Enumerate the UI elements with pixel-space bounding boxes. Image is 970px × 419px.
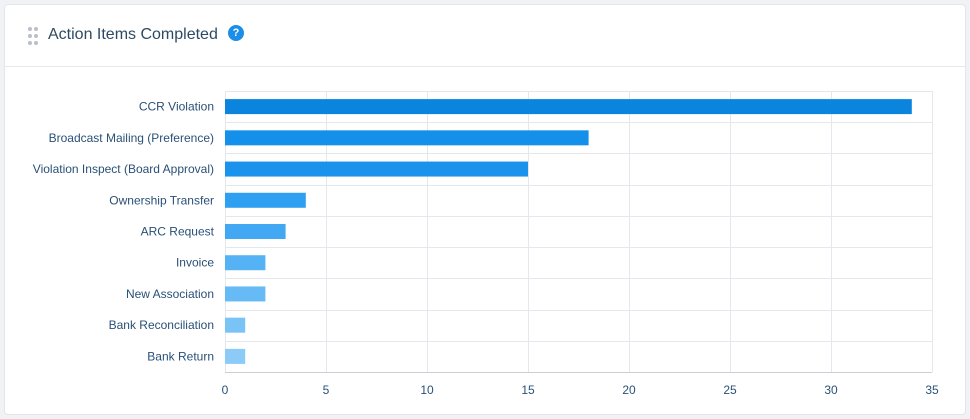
bar[interactable] <box>225 130 589 146</box>
chart-category-labels: CCR Violation Broadcast Mailing (Preferen… <box>33 100 215 364</box>
category-label: Bank Reconciliation <box>109 318 214 332</box>
category-label: Bank Return <box>147 349 214 363</box>
category-label: Violation Inspect (Board Approval) <box>33 162 214 176</box>
bar[interactable] <box>225 161 528 177</box>
x-tick-label: 5 <box>323 383 330 397</box>
category-label: New Association <box>126 287 214 301</box>
bar[interactable] <box>225 317 246 333</box>
bar[interactable] <box>225 99 912 115</box>
drag-handle-icon[interactable] <box>28 27 38 45</box>
question-circle-icon[interactable]: ? <box>228 25 244 41</box>
category-label: CCR Violation <box>139 100 214 114</box>
category-label: Invoice <box>176 256 214 270</box>
chart-bars <box>225 99 912 364</box>
bar[interactable] <box>225 192 306 208</box>
category-label: Broadcast Mailing (Preference) <box>49 131 214 145</box>
bar[interactable] <box>225 286 266 302</box>
chart-x-axis: 0 5 10 15 20 25 30 35 <box>222 372 939 397</box>
bar[interactable] <box>225 224 286 239</box>
bar[interactable] <box>225 255 266 271</box>
action-items-widget: Action Items Completed ? <box>4 4 966 415</box>
x-tick-label: 10 <box>420 383 434 397</box>
widget-title: Action Items Completed <box>48 26 218 43</box>
widget-header: Action Items Completed ? <box>5 5 965 67</box>
bar[interactable] <box>225 348 246 364</box>
category-label: ARC Request <box>141 225 215 239</box>
category-label: Ownership Transfer <box>109 193 214 207</box>
x-tick-label: 35 <box>925 383 939 397</box>
x-tick-label: 25 <box>723 383 737 397</box>
x-tick-label: 15 <box>521 383 535 397</box>
x-tick-label: 0 <box>222 383 229 397</box>
x-tick-label: 30 <box>824 383 838 397</box>
x-tick-label: 20 <box>622 383 636 397</box>
